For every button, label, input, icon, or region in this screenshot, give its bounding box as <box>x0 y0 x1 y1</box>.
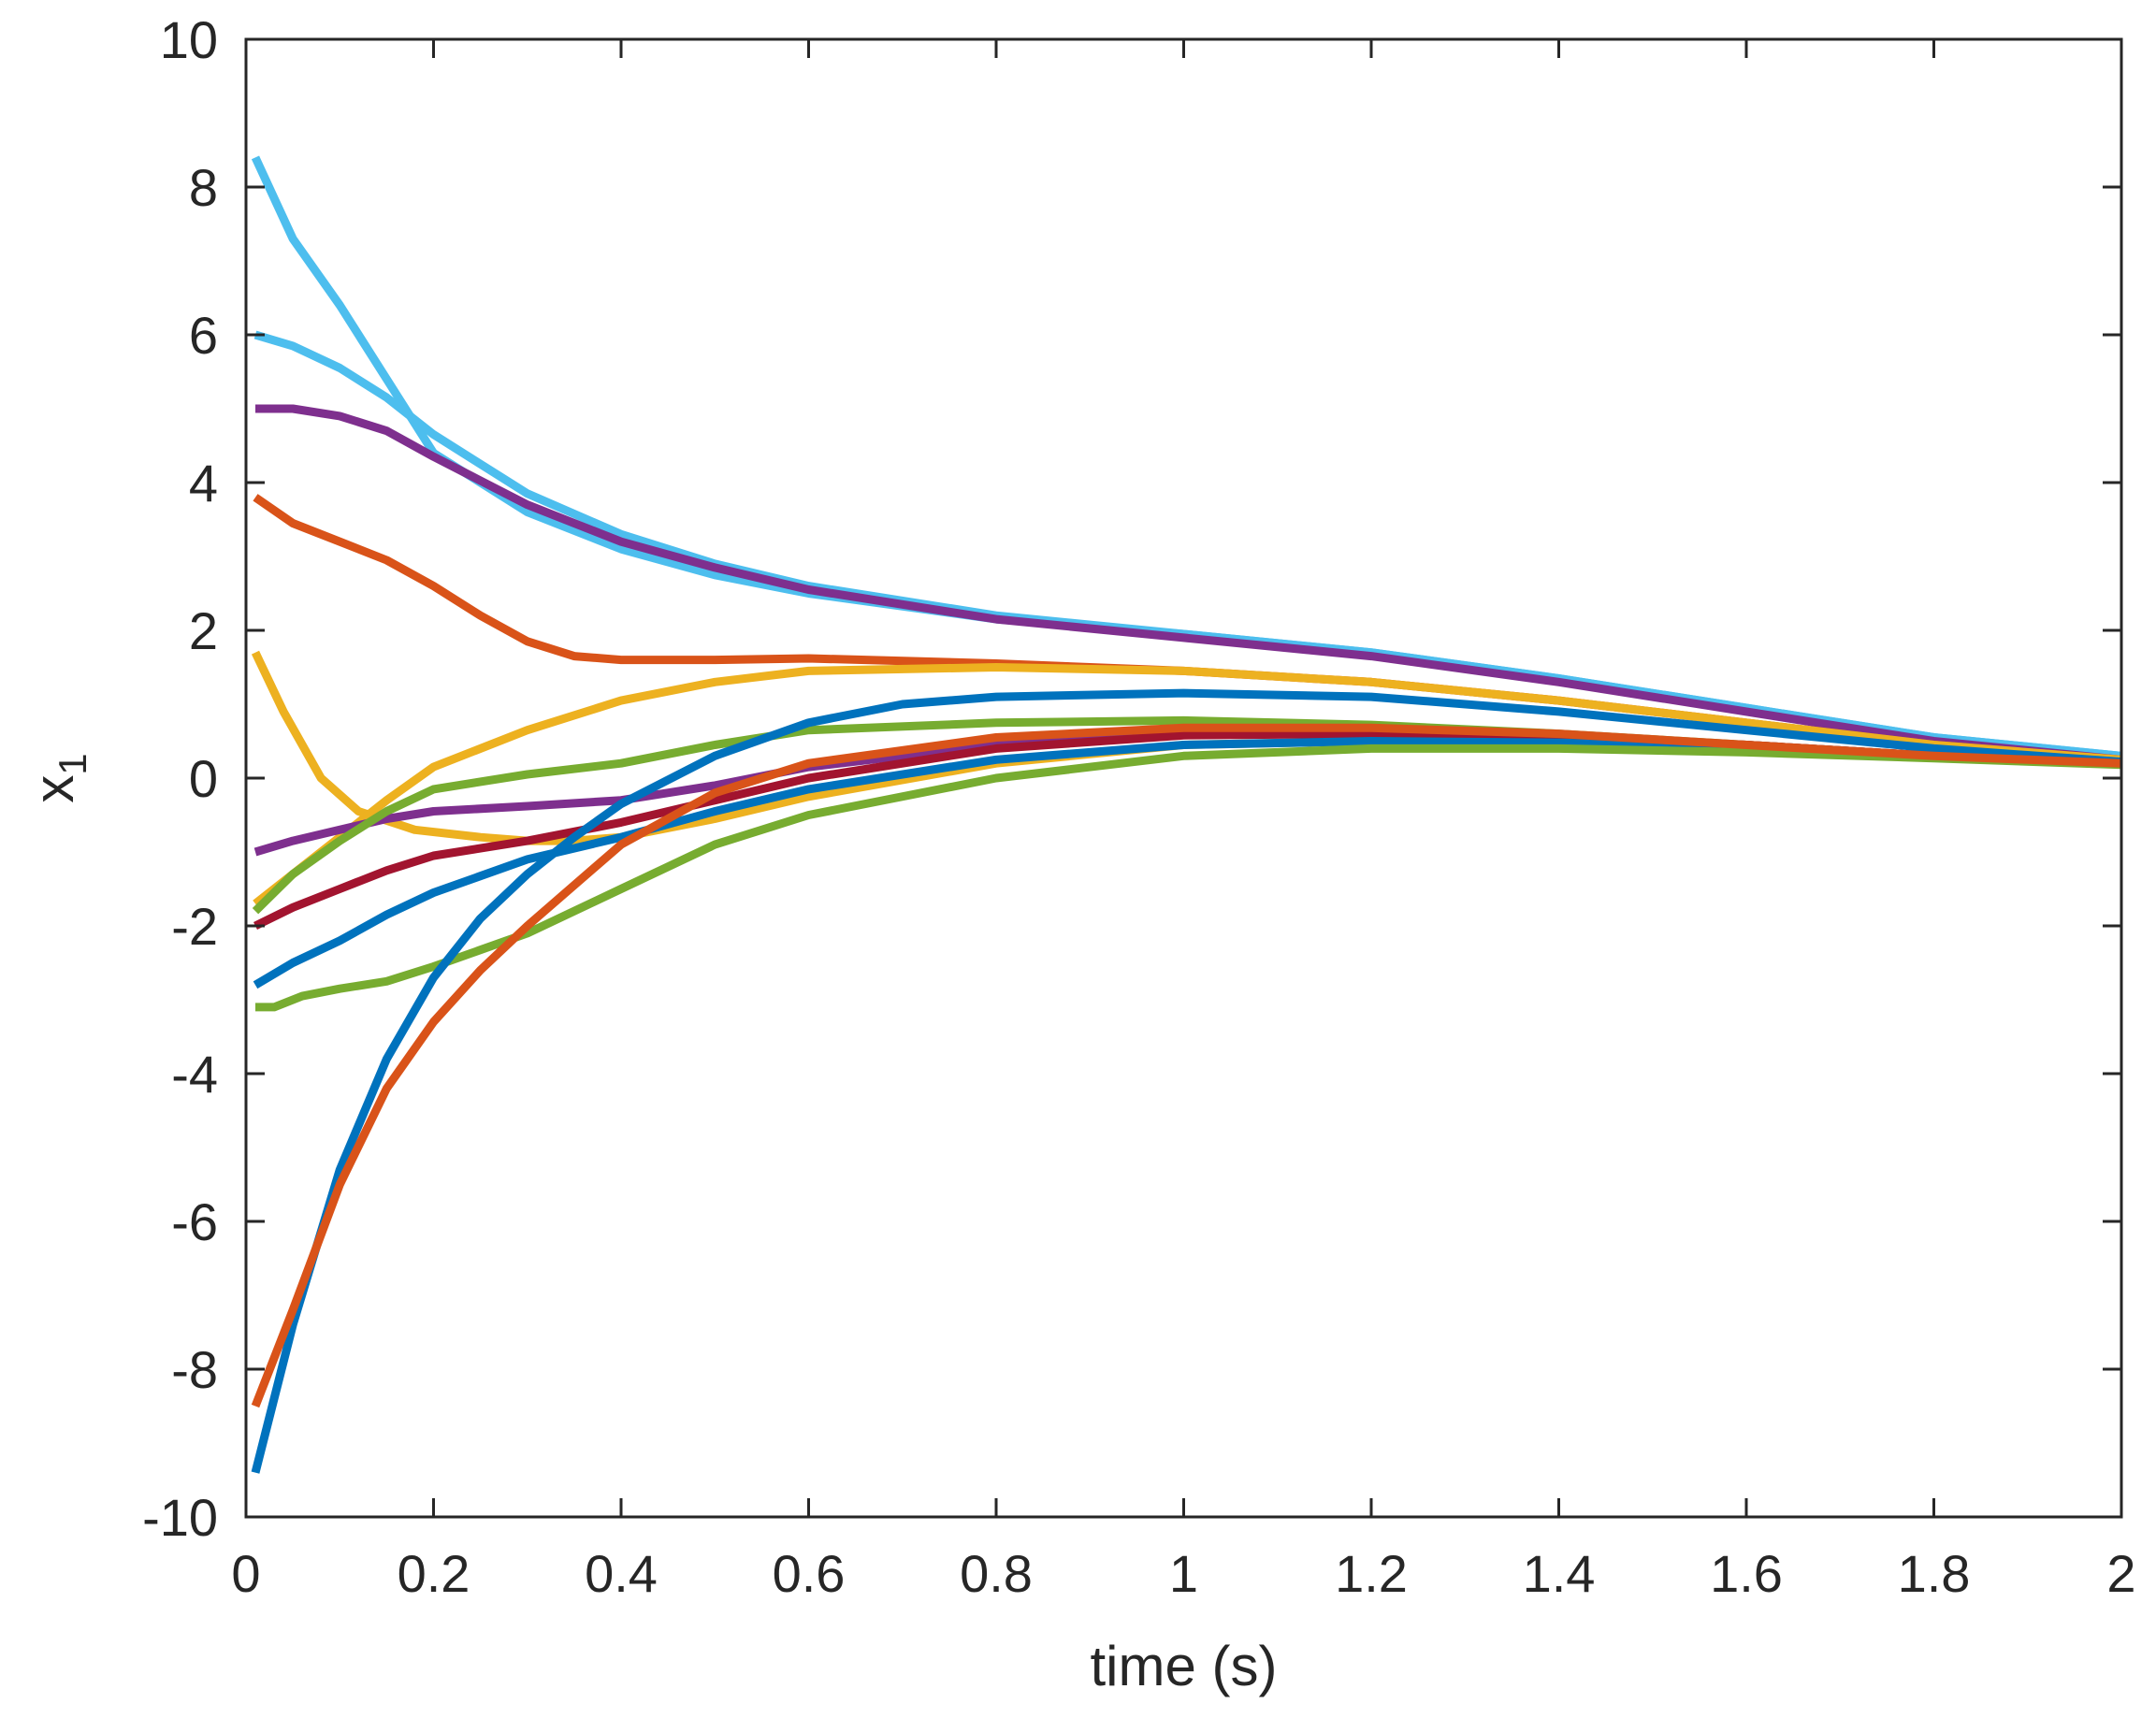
x-tick-label: 1.6 <box>1710 1544 1783 1603</box>
y-tick-label: 0 <box>189 749 218 808</box>
y-axis-label: x1 <box>22 753 94 802</box>
series-line-12 <box>251 688 2122 1474</box>
x-tick-label: 0 <box>231 1544 260 1603</box>
x-tick-label: 1.2 <box>1335 1544 1408 1603</box>
y-tick-label: -8 <box>171 1340 218 1399</box>
series-layer <box>251 155 2122 1474</box>
x-tick-label: 0.6 <box>773 1544 846 1603</box>
y-axis-label-main: x <box>22 775 85 803</box>
x-tick-label: 2 <box>2106 1544 2135 1603</box>
series-line-11 <box>255 744 2122 1012</box>
series-line-3 <box>255 404 2122 764</box>
series-line-6 <box>253 663 2122 907</box>
x-tick-label: 0.8 <box>960 1544 1033 1603</box>
y-tick-label: 8 <box>189 158 218 217</box>
y-axis-tick-labels: -10 -8 -6 -4 -2 0 2 4 6 8 10 <box>142 10 218 1547</box>
y-tick-label: 4 <box>189 454 218 513</box>
x-axis-tick-labels: 0 0.2 0.4 0.6 0.8 1 1.2 1.4 1.6 1.8 2 <box>231 1544 2135 1603</box>
series-line-13 <box>251 723 2122 1408</box>
x-axis-label: time (s) <box>1091 1635 1278 1697</box>
x-tick-label: 0.4 <box>585 1544 658 1603</box>
x-tick-label: 1.8 <box>1898 1544 1971 1603</box>
y-tick-label: -6 <box>171 1192 218 1251</box>
y-tick-label: -10 <box>142 1488 218 1547</box>
y-tick-label: -4 <box>171 1045 218 1104</box>
y-tick-label: 6 <box>189 306 218 365</box>
x-tick-label: 0.2 <box>398 1544 470 1603</box>
y-axis-label-subscript: 1 <box>51 753 94 774</box>
x-tick-label: 1.4 <box>1523 1544 1596 1603</box>
series-line-10 <box>253 737 2122 989</box>
tick-marks <box>244 37 2123 1519</box>
y-tick-label: -2 <box>171 897 218 956</box>
y-tick-label: 10 <box>160 10 218 69</box>
y-tick-label: 2 <box>189 601 218 660</box>
x-tick-label: 1 <box>1169 1544 1198 1603</box>
